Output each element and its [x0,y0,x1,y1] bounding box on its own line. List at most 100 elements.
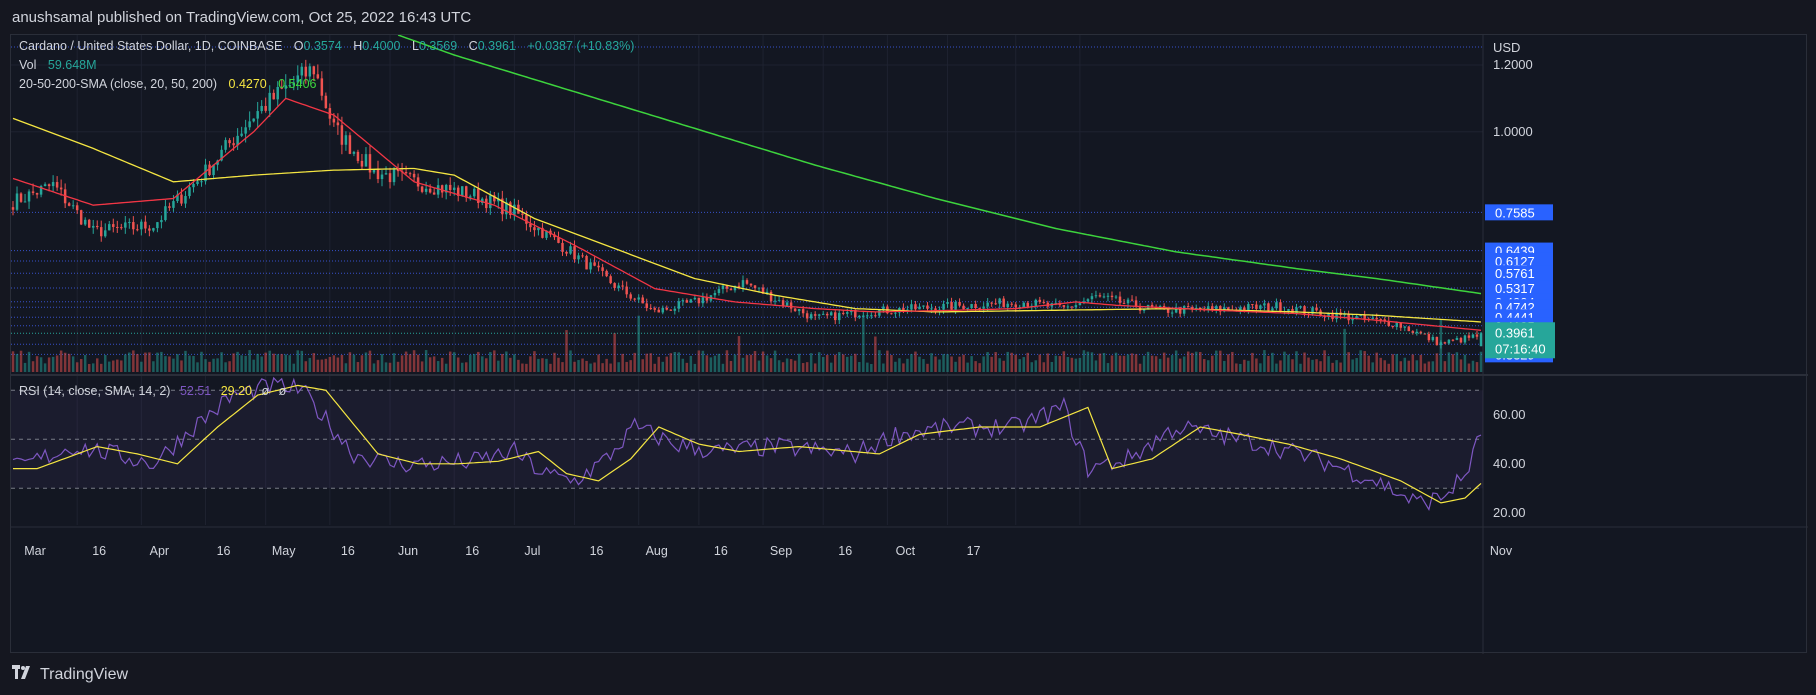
candle-body [409,173,411,174]
level-label: 0.5761 [1495,266,1535,281]
volume-bar [285,354,287,372]
candle-body [822,314,824,315]
volume-bar [1279,360,1281,372]
volume-bar [950,356,952,372]
volume-bar [766,355,768,372]
svg-text:20-50-200-SMA (close, 20, 50,: 20-50-200-SMA (close, 20, 50, 200) 0.427… [19,77,317,91]
time-label: Aug [646,544,668,558]
candle-body [172,201,174,208]
chart-frame[interactable]: USD 1.2000 1.0000 0.7585 0.6439 0.6127 0.5761 0… [10,34,1807,653]
candle-body [1115,297,1117,298]
candle-body [1287,309,1289,311]
volume-bar [874,336,876,372]
tradingview-logo[interactable]: TradingView [12,665,128,684]
volume-bar [806,362,808,372]
volume-bar [1071,358,1073,372]
candle-body [774,301,776,302]
candle-body [658,310,660,313]
candle-body [617,285,619,287]
candle-body [613,283,615,288]
volume-bar [814,363,816,372]
candle-body [132,222,134,229]
candle-body [24,201,26,202]
candle-body [666,308,668,310]
volume-bar [1307,358,1309,372]
candle-body [112,224,114,227]
volume-bar [718,354,720,372]
candle-body [429,189,431,193]
volume-bar [1227,354,1229,372]
volume-bar [184,351,186,372]
candle-body [1476,334,1478,336]
candle-body [453,188,455,190]
volume-bar [112,361,114,372]
candle-body [641,297,643,303]
candle-body [1456,338,1458,340]
volume-bar [473,354,475,372]
volume-bar [156,353,158,372]
candle-body [770,292,772,301]
volume-bar [337,358,339,372]
candle-body [521,214,523,215]
volume-bar [421,361,423,372]
volume-bar [1412,355,1414,372]
volume-bar [930,353,932,372]
candle-body [998,299,1000,304]
volume-bar [212,359,214,372]
volume-bar [1239,364,1241,372]
volume-bar [1203,359,1205,372]
volume-bar [20,351,22,372]
volume-bar [577,360,579,372]
volume-bar [220,352,222,372]
volume-bar [822,357,824,372]
candle-body [1075,305,1077,307]
volume-bar [1006,352,1008,372]
price-tick: 1.2000 [1493,57,1533,72]
candle-body [184,196,186,204]
volume-bar [1023,357,1025,372]
candle-body [252,119,254,122]
candle-body [609,276,611,283]
volume-bar [649,353,651,372]
candle-body [1396,323,1398,327]
candle-body [32,191,34,193]
chart-canvas[interactable]: USD1.20001.00000.75850.64390.61270.57610… [11,35,1808,654]
candle-body [313,66,315,74]
candle-body [489,195,491,208]
volume-bar [1175,351,1177,372]
symbol-label: Cardano / United States Dollar, 1D, COIN… [19,39,282,53]
volume-bar [774,351,776,372]
time-axis[interactable]: Mar 16 Apr 16 May 16 Jun 16 Jul 16 Aug 16 Sep 16 Oct 17… [24,544,1513,558]
volume-bar [144,353,146,372]
volume-bar [76,362,78,372]
candle-body [670,310,672,311]
candle-body [1119,297,1121,303]
candle-body [994,303,996,304]
volume-bar [629,360,631,372]
volume-bar [850,356,852,372]
volume-bar [168,356,170,372]
candle-body [333,119,335,123]
volume-bar [393,353,395,372]
volume-bar [1095,360,1097,372]
volume-bar [401,355,403,372]
volume-bar [1299,364,1301,372]
sma20-value: 0.4270 [229,77,267,91]
volume-bar [152,361,154,372]
volume-bar [481,356,483,372]
candle-body [962,306,964,309]
volume-bar [385,362,387,372]
volume-bar [906,359,908,372]
volume-bar [1263,350,1265,372]
volume-bar [1251,353,1253,372]
volume-bar [252,360,254,372]
candle-body [581,255,583,256]
candle-body [1071,306,1073,307]
volume-bar [1195,352,1197,372]
volume-bar [1331,363,1333,372]
volume-bar [305,361,307,372]
candle-body [1099,295,1101,296]
volume-bar [637,316,639,372]
candle-body [1111,296,1113,297]
candle-body [72,205,74,206]
